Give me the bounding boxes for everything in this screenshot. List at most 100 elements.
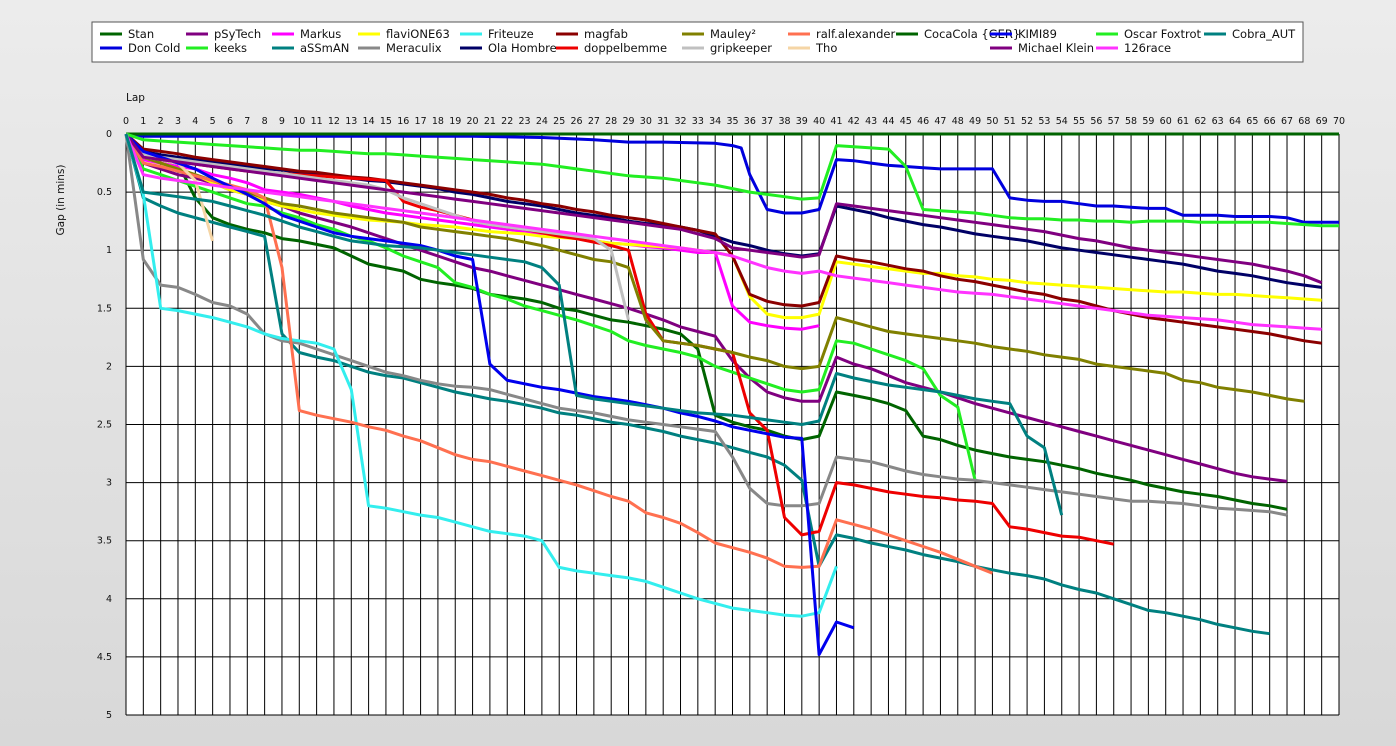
x-tick-label: 25 — [553, 116, 565, 127]
x-tick-label: 31 — [657, 116, 669, 127]
x-tick-label: 6 — [227, 116, 233, 127]
y-tick-label: 1 — [106, 245, 112, 256]
x-tick-label: 22 — [501, 116, 513, 127]
x-tick-label: 26 — [570, 116, 582, 127]
series-line-psytech — [124, 133, 1288, 483]
x-tick-label: 67 — [1281, 116, 1293, 127]
x-tick-label: 16 — [397, 116, 409, 127]
legend-label: KIMI89 — [1018, 27, 1057, 41]
x-tick-label: 62 — [1194, 116, 1206, 127]
y-tick-label: 5 — [106, 710, 112, 721]
x-tick-label: 43 — [865, 116, 877, 127]
x-tick-label: 58 — [1125, 116, 1137, 127]
x-axis-ticks: 0 1 2 3 4 5 6 7 8 9 10 11 12 13 14 15 16 17 18 19 20 21 22 23 24… — [123, 116, 1345, 127]
legend-label: Cobra_AUT — [1232, 27, 1296, 41]
legend-label: Friteuze — [488, 27, 534, 41]
x-tick-label: 17 — [415, 116, 427, 127]
x-tick-label: 27 — [588, 116, 600, 127]
x-tick-label: 29 — [622, 116, 634, 127]
x-tick-label: 33 — [692, 116, 704, 127]
y-tick-label: 3.5 — [97, 536, 112, 547]
series-line-kimi89 — [124, 132, 855, 657]
x-tick-label: 0 — [123, 116, 129, 127]
x-tick-label: 21 — [484, 116, 496, 127]
x-tick-label: 38 — [778, 116, 790, 127]
x-tick-label: 23 — [519, 116, 531, 127]
y-tick-label: 4.5 — [97, 652, 112, 663]
x-tick-label: 47 — [934, 116, 946, 127]
x-tick-label: 56 — [1090, 116, 1102, 127]
series-line-assman — [124, 133, 1270, 636]
legend-label: CocaCola {GER} — [924, 27, 1020, 41]
x-tick-label: 36 — [744, 116, 756, 127]
series-line-mauley- — [124, 133, 1305, 403]
legend-box — [91, 21, 1304, 63]
legend-label: pSyTech — [214, 27, 261, 41]
legend-label: Meraculix — [386, 41, 442, 55]
legend-label: doppelbemme — [584, 41, 667, 55]
series-line-meraculix — [124, 133, 1288, 517]
y-tick-label: 0 — [106, 129, 112, 140]
x-tick-label: 45 — [900, 116, 912, 127]
x-tick-label: 55 — [1073, 116, 1085, 127]
x-tick-label: 42 — [848, 116, 860, 127]
x-tick-label: 4 — [192, 116, 198, 127]
x-tick-label: 8 — [262, 116, 268, 127]
legend-label: magfab — [584, 27, 628, 41]
series-line-markus — [124, 133, 820, 331]
series-line-don-cold — [125, 132, 1339, 224]
x-tick-label: 39 — [796, 116, 808, 127]
x-tick-label: 11 — [311, 116, 323, 127]
legend-label: keeks — [214, 41, 247, 55]
x-tick-label: 30 — [640, 116, 652, 127]
x-tick-label: 15 — [380, 116, 392, 127]
x-tick-label: 65 — [1246, 116, 1258, 127]
x-tick-label: 24 — [536, 116, 548, 127]
legend-label: Oscar Foxtrot — [1124, 27, 1202, 41]
y-axis-title: Gap (in mins) — [55, 165, 67, 236]
x-tick-label: 20 — [467, 116, 479, 127]
series-line-ralf-alexander — [124, 133, 993, 575]
x-tick-label: 32 — [674, 116, 686, 127]
x-tick-label: 2 — [158, 116, 164, 127]
x-tick-label: 70 — [1333, 116, 1345, 127]
x-tick-label: 18 — [432, 116, 444, 127]
legend-label: aSSmAN — [300, 41, 349, 55]
series-lines — [124, 132, 1339, 657]
x-tick-label: 53 — [1038, 116, 1050, 127]
legend-label: Michael Klein — [1018, 41, 1094, 55]
x-tick-label: 3 — [175, 116, 181, 127]
y-tick-label: 4 — [106, 594, 112, 605]
y-tick-label: 1.5 — [97, 303, 112, 314]
x-tick-label: 46 — [917, 116, 929, 127]
x-tick-label: 60 — [1160, 116, 1172, 127]
x-tick-label: 14 — [363, 116, 375, 127]
x-tick-label: 64 — [1229, 116, 1241, 127]
x-tick-label: 69 — [1316, 116, 1328, 127]
x-tick-label: 48 — [952, 116, 964, 127]
x-tick-label: 10 — [293, 116, 305, 127]
series-line-126race — [124, 133, 1322, 331]
x-tick-label: 40 — [813, 116, 825, 127]
x-tick-label: 19 — [449, 116, 461, 127]
series-line-michael-klein — [124, 133, 1323, 285]
legend-label: ralf.alexander — [816, 27, 895, 41]
x-tick-label: 63 — [1212, 116, 1224, 127]
x-tick-label: 41 — [830, 116, 842, 127]
legend-label: Markus — [300, 27, 341, 41]
legend-label: flaviONE63 — [386, 27, 450, 41]
x-tick-label: 51 — [1004, 116, 1016, 127]
series-line-cobra-aut — [124, 133, 1064, 516]
y-tick-label: 0.5 — [97, 187, 112, 198]
legend-label: Mauley² — [710, 27, 756, 41]
x-tick-label: 66 — [1264, 116, 1276, 127]
y-tick-label: 2 — [106, 361, 112, 372]
legend-label: Stan — [128, 27, 154, 41]
legend-label: gripkeeper — [710, 41, 772, 55]
x-tick-label: 68 — [1298, 116, 1310, 127]
legend-label: Tho — [815, 41, 837, 55]
series-line-oscar-foxtrot — [125, 132, 1339, 228]
x-tick-label: 13 — [345, 116, 357, 127]
